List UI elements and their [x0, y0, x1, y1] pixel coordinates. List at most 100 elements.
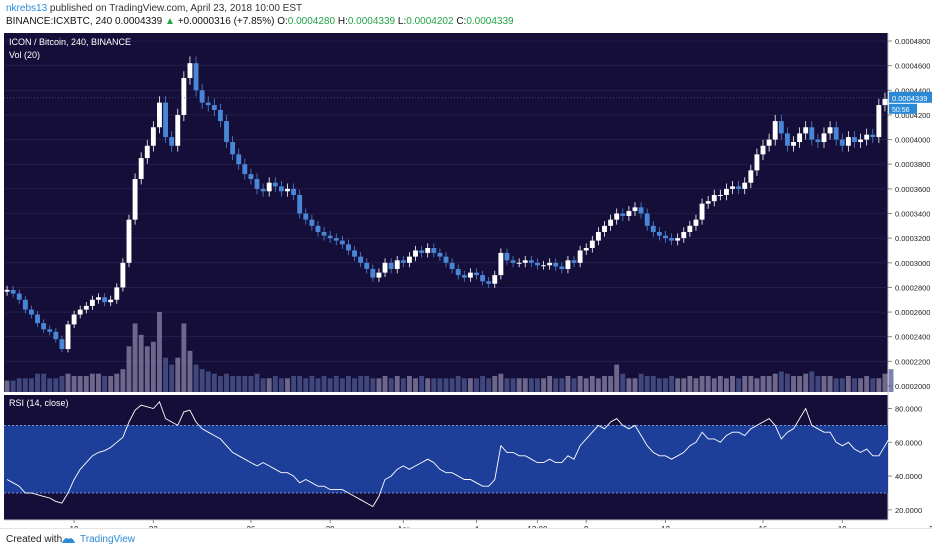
volume-bar — [602, 376, 607, 392]
volume-bar — [614, 364, 620, 392]
volume-bar — [339, 378, 345, 392]
time-tick-label: 4 — [474, 525, 479, 528]
volume-bar — [346, 376, 351, 392]
volume-bar — [833, 378, 839, 392]
volume-bar — [742, 376, 748, 392]
candle-body — [217, 110, 223, 122]
volume-bar — [77, 376, 83, 392]
high-label: H: — [337, 16, 348, 27]
volume-bar — [778, 371, 784, 392]
volume-bar — [65, 373, 71, 392]
last-price-value: 0.0004339 — [114, 16, 163, 27]
time-tick-label: 12 — [661, 525, 670, 528]
rsi-tick-label: 20.0000 — [895, 506, 922, 515]
volume-bar — [169, 364, 175, 392]
candle-body — [632, 207, 638, 212]
volume-bar — [547, 376, 553, 392]
price-tick-label: 0.0002600 — [895, 308, 930, 317]
candle-body — [102, 297, 108, 303]
low-label: L: — [397, 16, 407, 27]
volume-bar — [559, 378, 565, 392]
volume-bar — [620, 373, 626, 392]
volume-bar — [663, 378, 668, 392]
candle-body — [474, 272, 479, 276]
volume-bar — [364, 376, 370, 392]
volume-bar — [516, 378, 522, 392]
volume-bar — [797, 376, 803, 392]
candle-body — [333, 238, 339, 241]
price-chart[interactable]: 0.0004800 0.0004600 0.0004400 0.0004200 0.00… — [0, 30, 932, 528]
candle-body — [285, 188, 290, 192]
volume-bar — [16, 378, 22, 392]
high-value: 0.0004339 — [347, 16, 396, 27]
author-link[interactable]: nkrebs13 — [6, 3, 48, 14]
time-tick-label: 12:00 — [527, 525, 548, 528]
candle-body — [486, 281, 492, 284]
rsi-tick-label: 80.0000 — [895, 405, 922, 414]
candle-body — [809, 127, 815, 140]
volume-bar — [577, 376, 583, 392]
candle-body — [346, 244, 351, 251]
volume-bar — [376, 378, 382, 392]
volume-bar — [480, 376, 486, 392]
volume-bar — [108, 376, 114, 392]
volume-bar — [748, 376, 754, 392]
candle-body — [559, 266, 565, 269]
volume-bar — [217, 376, 223, 392]
candle-body — [595, 231, 601, 241]
candle-body — [22, 299, 28, 310]
candle-body — [492, 275, 498, 284]
candle-body — [815, 139, 821, 143]
candle-body — [766, 139, 772, 146]
candle-body — [382, 262, 388, 273]
candle-body — [272, 182, 278, 187]
volume-bar — [510, 378, 516, 392]
candle-body — [870, 134, 876, 138]
volume-bar — [266, 378, 272, 392]
candle-body — [827, 127, 833, 134]
candle-body — [419, 250, 425, 253]
volume-bar — [230, 376, 236, 392]
candle-body — [791, 142, 796, 146]
volume-bar — [406, 376, 412, 392]
candle-body — [528, 260, 534, 263]
price-tick-label: 0.0002000 — [895, 382, 930, 391]
candle-body — [760, 145, 766, 155]
candle-body — [205, 102, 211, 106]
candle-body — [656, 231, 662, 236]
volume-bar — [705, 376, 711, 392]
candle-body — [388, 262, 394, 269]
volume-bar — [71, 376, 77, 392]
price-tick-label: 0.0003800 — [895, 160, 930, 169]
volume-bar — [175, 357, 181, 392]
candle-body — [370, 268, 376, 278]
volume-bar — [242, 376, 248, 392]
tradingview-link[interactable]: TradingView — [80, 534, 136, 545]
candle-body — [187, 63, 193, 78]
candle-body — [406, 256, 412, 263]
candle-body — [669, 238, 675, 241]
volume-bar — [102, 376, 108, 392]
volume-bar — [717, 376, 723, 392]
candle-body — [10, 289, 16, 294]
candle-body — [742, 182, 748, 189]
quote-line: BINANCE:ICXBTC, 240 0.0004339 ▲ +0.00003… — [6, 16, 514, 27]
volume-bar — [766, 376, 772, 392]
volume-bar — [553, 378, 559, 392]
candle-body — [28, 309, 34, 315]
candle-body — [821, 133, 827, 143]
candle-body — [644, 213, 650, 226]
volume-bar — [211, 373, 217, 392]
time-tick-label: 16 — [759, 525, 768, 528]
volume-bar — [839, 378, 845, 392]
candle-body — [498, 252, 504, 276]
candle-body — [157, 102, 162, 128]
volume-bar — [370, 378, 376, 392]
volume-bar — [583, 378, 589, 392]
volume-bar — [22, 378, 28, 392]
volume-bar — [608, 376, 614, 392]
volume-bar — [53, 378, 59, 392]
candle-body — [315, 225, 321, 232]
volume-bar — [41, 373, 47, 392]
price-tick-label: 0.0002200 — [895, 357, 930, 366]
